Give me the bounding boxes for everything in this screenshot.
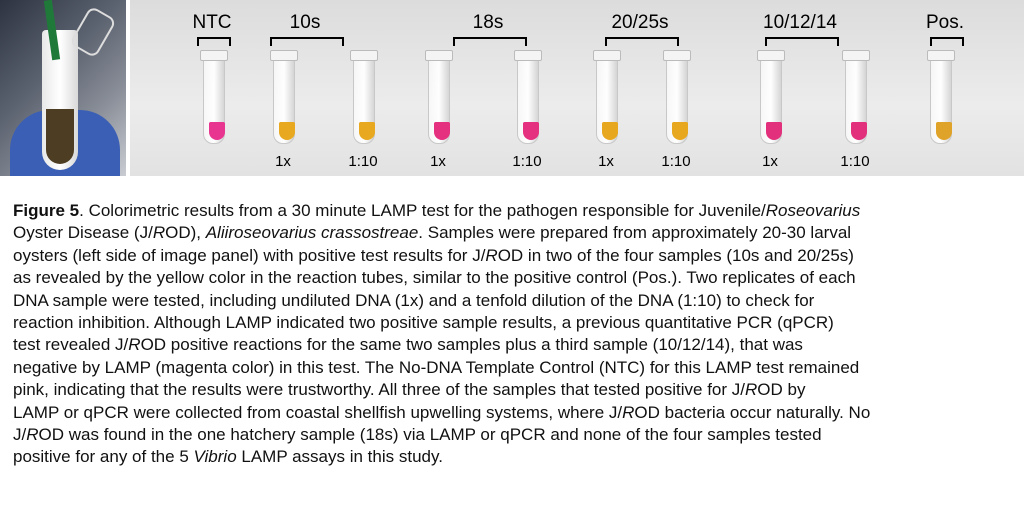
tube-cap	[200, 50, 228, 61]
caption-text: LAMP or qPCR were collected from coastal…	[13, 402, 623, 422]
reaction-tube	[350, 50, 378, 145]
caption-line: LAMP or qPCR were collected from coastal…	[13, 402, 1018, 424]
caption-text: R	[152, 223, 166, 243]
group-bracket	[930, 37, 964, 46]
caption-text: OD),	[165, 223, 206, 243]
dilution-label: 1:10	[512, 153, 542, 170]
dilution-label: 1:10	[348, 153, 378, 170]
caption-text: R	[485, 245, 498, 265]
reaction-tube	[200, 50, 228, 145]
tube-cap	[842, 50, 870, 61]
tube-cap	[593, 50, 621, 61]
tube-cap	[927, 50, 955, 61]
caption-text: Oyster Disease (J/	[13, 223, 153, 243]
dilution-label: 1:10	[661, 153, 691, 170]
caption-line: positive for any of the 5 Vibrio LAMP as…	[13, 446, 1018, 468]
reaction-tube	[270, 50, 298, 145]
caption-text: OD bacteria occur naturally. No	[634, 402, 871, 422]
dilution-label: 1:10	[840, 153, 870, 170]
dilution-label: 1x	[430, 153, 446, 170]
caption-text: R	[128, 335, 141, 355]
reaction-liquid	[851, 122, 867, 140]
tube-cap	[425, 50, 453, 61]
group-label: 10/12/14	[763, 12, 837, 33]
caption-text: positive for any of the 5	[13, 447, 194, 467]
reaction-tube	[593, 50, 621, 145]
tube-cap	[270, 50, 298, 61]
tube-cap	[663, 50, 691, 61]
caption-line: reaction inhibition. Although LAMP indic…	[13, 312, 1018, 334]
group-label: 18s	[472, 12, 504, 33]
caption-text: test revealed J/	[13, 335, 129, 355]
figure-caption: Figure 5. Colorimetric results from a 30…	[13, 200, 1018, 469]
dilution-label: 1x	[598, 153, 614, 170]
caption-text: Aliiroseovarius crassostreae	[205, 223, 419, 243]
caption-line: Oyster Disease (J/ROD), Aliiroseovarius …	[13, 222, 1018, 244]
group-bracket	[765, 37, 839, 46]
tube-cap	[757, 50, 785, 61]
caption-line: pink, indicating that the results were t…	[13, 379, 1018, 401]
group-bracket	[197, 37, 231, 46]
caption-text: negative by LAMP (magenta color) in this…	[13, 357, 860, 377]
reaction-liquid	[279, 122, 295, 140]
caption-text: R	[622, 402, 635, 422]
reaction-tube	[425, 50, 453, 145]
caption-text: as revealed by the yellow color in the r…	[13, 268, 856, 288]
dilution-label: 1x	[275, 153, 291, 170]
caption-text: DNA sample were tested, including undilu…	[13, 290, 815, 310]
caption-text: OD by	[757, 380, 806, 400]
reaction-liquid	[209, 122, 225, 140]
caption-text: LAMP assays in this study.	[236, 447, 443, 467]
group-label: 20/25s	[611, 12, 669, 33]
reaction-tube	[927, 50, 955, 145]
oyster-larvae-sample-photo	[0, 0, 126, 176]
caption-text: R	[26, 425, 39, 445]
group-bracket	[270, 37, 344, 46]
reaction-tube	[514, 50, 542, 145]
reaction-tube	[757, 50, 785, 145]
figure-label: Figure 5	[13, 201, 80, 220]
reaction-liquid	[359, 122, 375, 140]
reaction-liquid	[672, 122, 688, 140]
caption-line: oysters (left side of image panel) with …	[13, 245, 1018, 267]
caption-text: OD in two of the four samples (10s and 2…	[497, 245, 854, 265]
caption-text: Vibrio	[193, 447, 237, 467]
tube-cap	[350, 50, 378, 61]
caption-text: R	[745, 380, 758, 400]
caption-text: OD positive reactions for the same two s…	[140, 335, 803, 355]
caption-text: Roseovarius	[765, 201, 861, 220]
sample-tube	[42, 30, 78, 170]
reaction-tube	[663, 50, 691, 145]
dilution-label: 1x	[762, 153, 778, 170]
reaction-liquid	[936, 122, 952, 140]
caption-line: DNA sample were tested, including undilu…	[13, 290, 1018, 312]
caption-line: J/ROD was found in the one hatchery samp…	[13, 424, 1018, 446]
group-label: 10s	[289, 12, 321, 33]
caption-line: Figure 5. Colorimetric results from a 30…	[13, 200, 1018, 222]
caption-line: test revealed J/ROD positive reactions f…	[13, 334, 1018, 356]
tube-cap	[514, 50, 542, 61]
reaction-tube	[842, 50, 870, 145]
group-bracket	[605, 37, 679, 46]
reaction-liquid	[523, 122, 539, 140]
caption-line: as revealed by the yellow color in the r…	[13, 267, 1018, 289]
group-label: NTC	[192, 12, 232, 33]
caption-text: OD was found in the one hatchery sample …	[38, 425, 822, 445]
caption-text: reaction inhibition. Although LAMP indic…	[13, 313, 834, 333]
reaction-liquid	[766, 122, 782, 140]
caption-text: . Colorimetric results from a 30 minute …	[79, 201, 766, 220]
caption-text: J/	[13, 425, 27, 445]
lamp-tubes-panel: NTC 10s 1x 1:10 18s 1x 1:10 20/25s 1x 1:10 10/12/1…	[130, 0, 1024, 176]
group-label: Pos.	[925, 12, 965, 33]
caption-line: negative by LAMP (magenta color) in this…	[13, 357, 1018, 379]
group-bracket	[453, 37, 527, 46]
reaction-liquid	[602, 122, 618, 140]
reaction-liquid	[434, 122, 450, 140]
caption-text: oysters (left side of image panel) with …	[13, 245, 486, 265]
caption-text: . Samples were prepared from approximate…	[418, 223, 852, 243]
caption-text: pink, indicating that the results were t…	[13, 380, 745, 400]
